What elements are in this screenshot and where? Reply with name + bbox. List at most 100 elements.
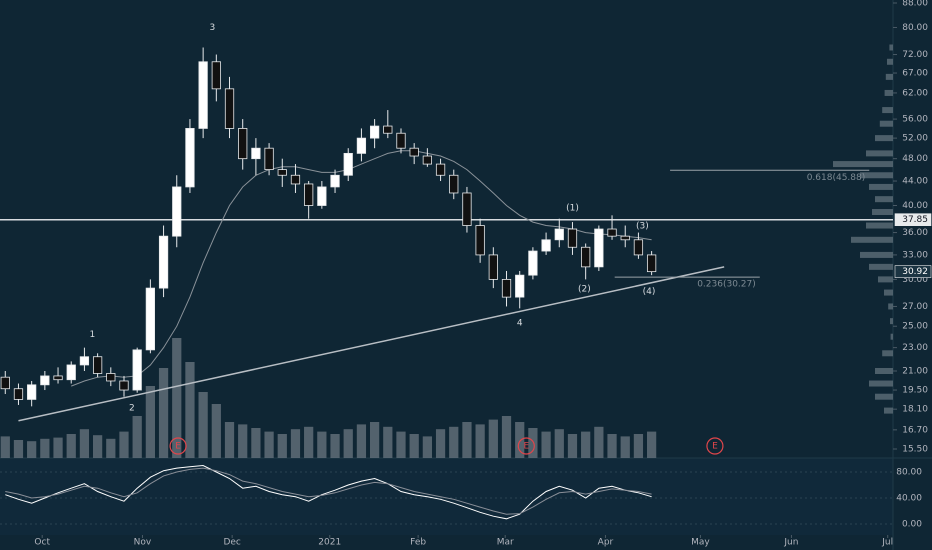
volume-bar (554, 429, 564, 458)
y-tick-label: 36.00 (902, 228, 928, 238)
volume-profile-bar (872, 209, 893, 216)
volume-profile-bar (890, 333, 893, 340)
volume-profile-bar (875, 135, 893, 142)
candle-body (581, 246, 591, 268)
volume-bar (515, 422, 525, 458)
y-tick-label: 16.70 (902, 425, 928, 435)
x-tick-label: Apr (598, 538, 614, 548)
candle-body (515, 274, 525, 298)
event-label: E (175, 442, 181, 452)
candle-body (330, 174, 340, 188)
volume-bar (0, 436, 10, 458)
candle-body (343, 152, 353, 176)
y-tick-label: 33.00 (902, 250, 928, 260)
fib-label: 0.618(45.88) (807, 173, 866, 183)
x-tick-label: Dec (223, 538, 240, 548)
indicator-tick-label: 40.00 (896, 493, 922, 503)
candle-body (92, 356, 103, 374)
volume-bar (435, 429, 446, 458)
volume-profile-bar (869, 183, 893, 190)
volume-bar (343, 429, 353, 458)
y-tick-label: 21.00 (902, 367, 928, 377)
volume-bar (488, 419, 498, 458)
y-tick-label: 23.00 (902, 343, 928, 353)
volume-profile-bar (833, 161, 893, 168)
event-marker (169, 437, 187, 455)
wave-label: 4 (517, 319, 523, 329)
wave-label: 3 (210, 23, 216, 33)
candle-body (317, 186, 327, 206)
volume-bar (132, 416, 142, 458)
volume-bar (607, 434, 617, 458)
volume-bar (40, 438, 50, 458)
candle-body (475, 225, 485, 256)
volume-bar (79, 429, 90, 458)
volume-profile-bar (882, 350, 893, 357)
volume-bar (646, 431, 657, 458)
candle-body (567, 228, 578, 248)
y-tick-label: 67.00 (902, 69, 928, 79)
volume-bar (251, 428, 261, 458)
volume-profile-bar (884, 289, 893, 296)
volume-profile-bar (869, 263, 893, 270)
wave-label: 1 (89, 330, 95, 340)
wave-label: (3) (636, 222, 649, 232)
volume-profile-bar (884, 89, 893, 96)
candle-body (198, 61, 208, 129)
volume-bar (172, 338, 182, 458)
x-tick-label: 2021 (318, 538, 341, 548)
event-label: E (523, 442, 529, 452)
volume-bar (567, 434, 578, 458)
candle-body (422, 155, 432, 165)
volume-profile-bar (884, 407, 893, 414)
candle-body (106, 373, 116, 382)
volume-bar (633, 434, 644, 458)
volume-bar (383, 426, 393, 458)
volume-profile-bar (866, 150, 893, 157)
volume-bar (158, 368, 169, 458)
indicator-tick-label: 0.00 (902, 519, 922, 529)
candle-body (449, 174, 459, 194)
volume-profile-bar (889, 44, 893, 51)
candle-body (501, 278, 512, 298)
wave-label: (4) (643, 287, 656, 297)
volume-profile-bar (878, 276, 893, 283)
volume-profile-bar (890, 318, 893, 325)
volume-bar (409, 434, 419, 458)
volume-profile-bar (875, 196, 893, 203)
x-tick-label: May (691, 538, 710, 548)
price-label-box (894, 213, 932, 226)
volume-bar (185, 362, 195, 458)
volume-bar (501, 416, 512, 458)
volume-profile-bar (879, 120, 893, 127)
volume-bar (119, 431, 129, 458)
candle-body (620, 235, 630, 241)
candle-body (383, 125, 393, 134)
candle-body (0, 376, 10, 390)
trendline (18, 266, 725, 422)
volume-profile-bar (860, 172, 893, 179)
volume-bar (92, 435, 103, 458)
volume-profile-bar (888, 303, 893, 310)
x-tick-label: Nov (134, 538, 152, 548)
candle-body (607, 228, 617, 237)
candle-body (224, 88, 235, 129)
wave-label: (2) (578, 284, 591, 294)
volume-profile-bar (851, 236, 893, 243)
y-tick-label: 80.00 (902, 23, 928, 33)
candle-body (409, 147, 419, 157)
volume-profile-bar (875, 393, 893, 400)
price-label-box (894, 265, 932, 278)
y-tick-label: 56.00 (902, 115, 928, 125)
volume-profile-bar (875, 368, 893, 375)
y-tick-label: 72.00 (902, 50, 928, 60)
candle-body (369, 125, 380, 139)
indicator-line (5, 467, 652, 515)
candle-body (158, 235, 169, 289)
volume-bar (145, 386, 155, 458)
y-tick-label: 48.00 (902, 154, 928, 164)
candle-body (79, 356, 90, 366)
indicator-pane (0, 458, 893, 535)
